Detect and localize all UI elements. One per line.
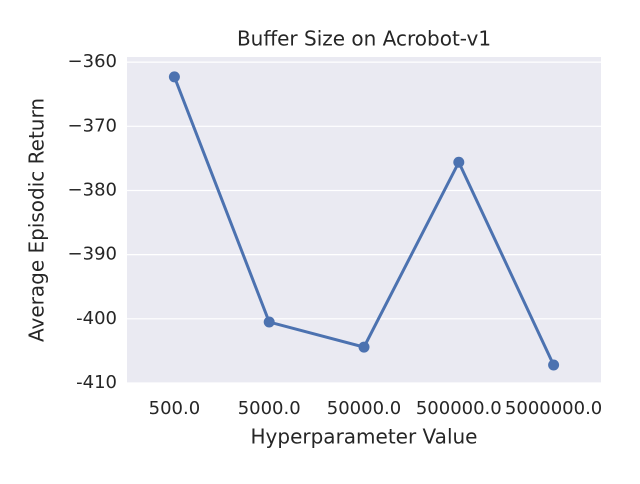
y-tick-label: -400: [76, 308, 117, 329]
x-axis-label: Hyperparameter Value: [251, 425, 478, 449]
y-axis-label: Average Episodic Return: [25, 98, 49, 342]
x-tick-label: 50000.0: [327, 398, 401, 419]
y-tick-label: −390: [68, 244, 117, 265]
data-point: [168, 71, 180, 83]
data-point: [453, 156, 465, 168]
data-point: [263, 316, 275, 328]
data-point: [548, 359, 560, 371]
x-tick-label: 5000000.0: [505, 398, 602, 419]
plot-area: [127, 57, 601, 383]
y-tick-label: −380: [68, 179, 117, 200]
y-tick-label: -410: [76, 372, 117, 393]
x-tick-label: 500000.0: [416, 398, 502, 419]
y-tick-label: −360: [68, 51, 117, 72]
chart-title: Buffer Size on Acrobot-v1: [237, 27, 491, 51]
data-point: [358, 341, 370, 353]
x-tick-label: 5000.0: [238, 398, 301, 419]
y-tick-label: −370: [68, 115, 117, 136]
x-tick-label: 500.0: [149, 398, 201, 419]
